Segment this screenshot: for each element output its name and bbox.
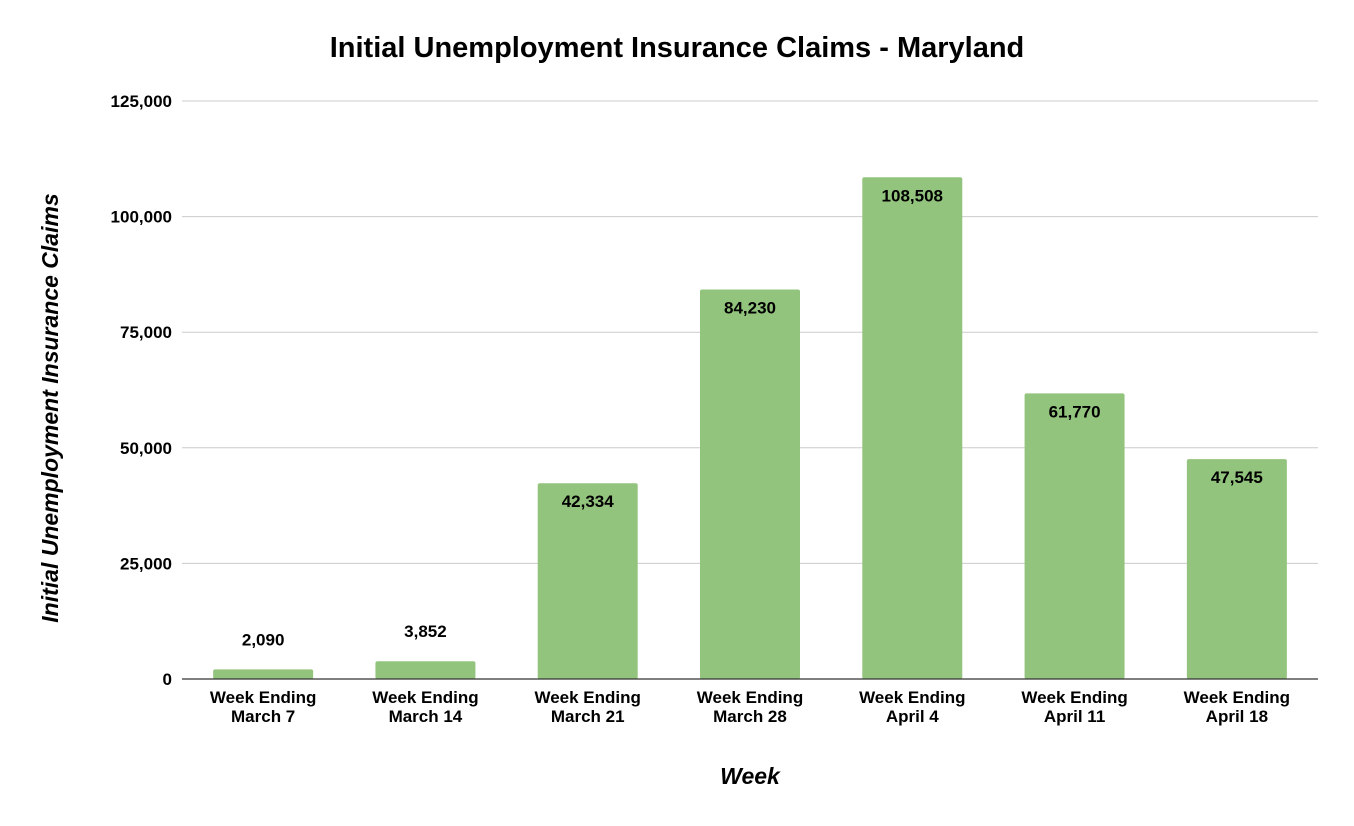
bars [213,177,1287,679]
x-tick-label: Week Ending April 4 [859,688,965,726]
data-label: 108,508 [882,186,943,205]
y-tick-label: 25,000 [120,554,172,573]
y-axis-ticks: 0 25,000 50,000 75,000 100,000 125,000 [111,92,172,689]
data-label: 61,770 [1049,402,1101,421]
x-tick-label: Week Ending March 14 [372,688,478,726]
y-tick-label: 75,000 [120,323,172,342]
bar [213,669,314,679]
x-tick-label: Week Ending March 28 [697,688,803,726]
data-label: 2,090 [242,630,285,649]
data-label: 3,852 [404,622,447,641]
bar [375,661,476,679]
y-tick-label: 50,000 [120,439,172,458]
x-tick-label: Week Ending April 18 [1184,688,1290,726]
y-tick-label: 100,000 [111,208,172,227]
x-axis-title: Week [720,763,781,789]
bar [862,177,963,679]
x-tick-label: Week Ending April 11 [1021,688,1127,726]
data-labels: 2,090 3,852 42,334 84,230 108,508 61,770 47,54… [242,186,1263,649]
y-tick-label: 125,000 [111,92,172,111]
x-tick-label: Week Ending March 21 [534,688,640,726]
chart-title: Initial Unemployment Insurance Claims - … [330,32,1025,64]
y-tick-label: 0 [163,670,172,689]
bar [700,289,800,679]
data-label: 84,230 [724,299,776,318]
y-axis-title: Initial Unemployment Insurance Claims [37,193,63,622]
bar [1186,459,1287,679]
bar [1024,393,1125,679]
bar [537,483,638,679]
x-axis-ticks: Week Ending March 7 Week Ending March 14 Wee… [210,688,1290,726]
data-label: 42,334 [562,492,615,511]
x-tick-label: Week Ending March 7 [210,688,316,726]
data-label: 47,545 [1211,468,1263,487]
